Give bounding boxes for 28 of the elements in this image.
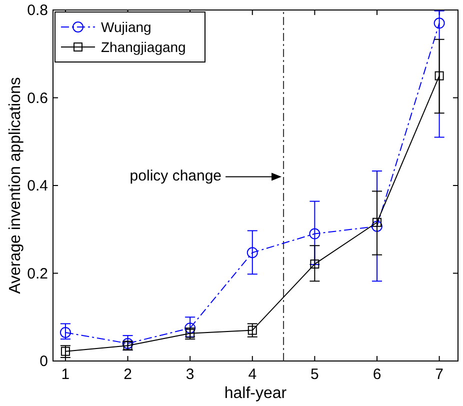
x-tick-label: 6 (372, 366, 382, 383)
point (310, 260, 320, 269)
y-tick-label: 0.8 (27, 2, 48, 19)
point (60, 326, 71, 338)
x-tick-label: 5 (310, 366, 319, 383)
x-tick-label: 7 (435, 366, 444, 383)
y-tick-label: 0 (40, 353, 48, 370)
legend-label: Wujiang (101, 19, 152, 35)
point (372, 220, 382, 232)
point (372, 218, 382, 227)
x-axis-title: half-year (224, 385, 288, 402)
x-tick-label: 3 (186, 366, 194, 383)
point (122, 338, 134, 349)
annotation: policy change (130, 168, 222, 185)
x-tick-label: 1 (61, 366, 70, 383)
point (248, 326, 257, 335)
legend-label: Zhangjiagang (101, 39, 186, 55)
point (434, 71, 444, 80)
x-tick-label: 2 (124, 366, 132, 383)
point (309, 228, 320, 240)
y-axis-title: Average invention applications (7, 77, 24, 294)
x-tick-label: 4 (248, 366, 257, 383)
point (246, 247, 258, 258)
y-tick-label: 0.4 (27, 178, 48, 194)
y-tick-label: 0.6 (27, 90, 48, 107)
point (434, 18, 445, 29)
y-tick-label: 0.2 (27, 265, 48, 282)
point (184, 322, 196, 334)
